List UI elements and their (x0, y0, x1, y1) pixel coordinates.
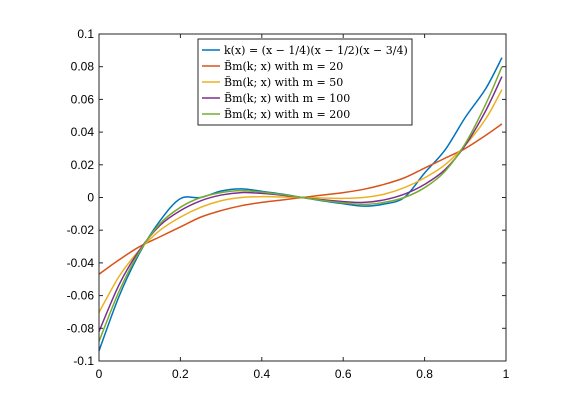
y-tick-label: 0.1 (77, 27, 94, 41)
y-tick-label: 0.06 (71, 92, 95, 106)
legend-label: B̃m(k; x) with m = 20 (224, 60, 343, 73)
x-tick-label: 0.4 (253, 367, 270, 381)
y-tick-label: 0.08 (71, 60, 95, 74)
y-tick-label: 0 (87, 191, 94, 205)
legend-box (197, 38, 413, 126)
x-tick-label: 0.2 (172, 367, 189, 381)
y-tick-label: -0.04 (67, 256, 95, 270)
x-tick-label: 0.6 (335, 367, 352, 381)
y-tick-label: -0.1 (73, 354, 94, 368)
x-tick-label: 0.8 (416, 367, 433, 381)
legend-label: B̃m(k; x) with m = 50 (224, 76, 343, 89)
x-tick-label: 1 (503, 367, 510, 381)
legend-label: B̃m(k; x) with m = 200 (224, 108, 350, 121)
tick-layer: 0 0.2 0.4 0.6 0.8 1 0.1 0.08 0.06 0.04 0.02 0 -0.02 -… (67, 27, 510, 381)
legend-label: B̃m(k; x) with m = 100 (224, 92, 350, 105)
y-tick-label: -0.06 (67, 289, 95, 303)
y-tick-label: -0.02 (67, 223, 95, 237)
series-layer (98, 57, 503, 352)
series-line-5 (98, 66, 503, 342)
y-tick-label: -0.08 (67, 321, 95, 335)
y-tick-label: 0.04 (71, 125, 95, 139)
x-tick-label: 0 (96, 367, 103, 381)
y-tick-label: 0.02 (71, 158, 95, 172)
legend: k(x) = (x − 1/4)(x − 1/2)(x − 3/4) B̃m(k;… (197, 38, 413, 126)
legend-label: k(x) = (x − 1/4)(x − 1/2)(x − 3/4) (224, 44, 408, 57)
